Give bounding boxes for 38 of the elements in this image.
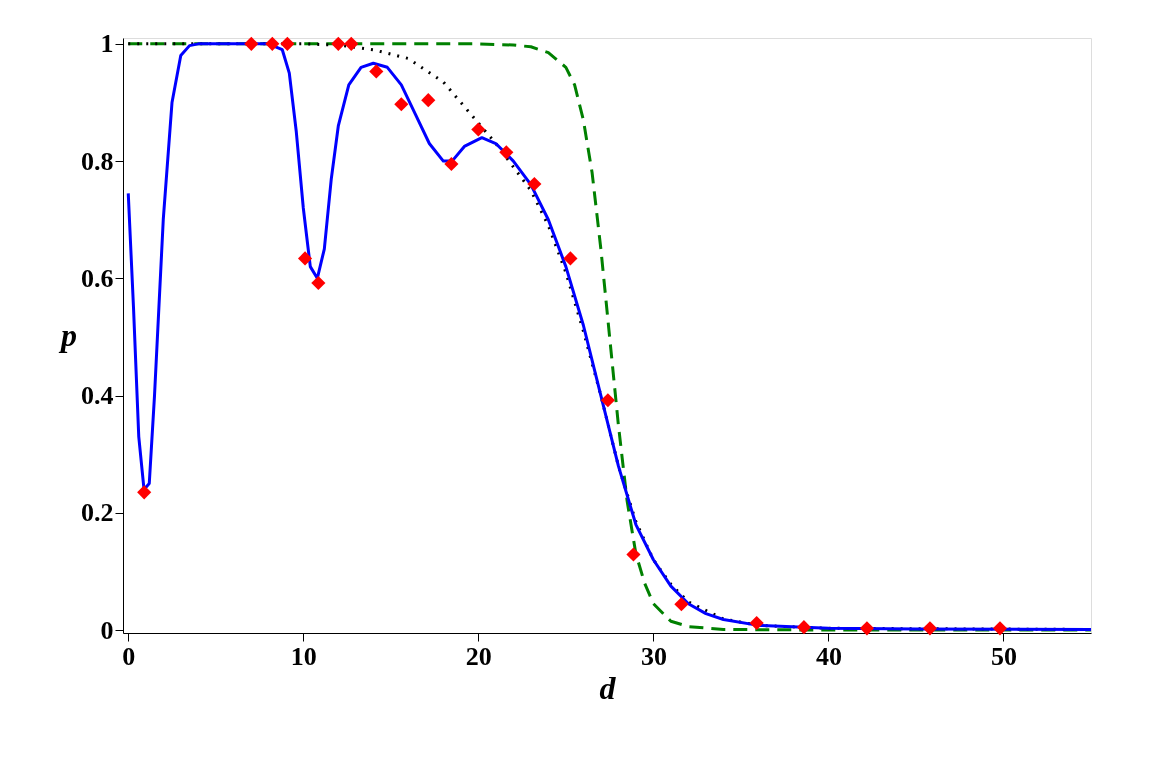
x-tick-label: 50: [990, 641, 1017, 671]
point: [749, 615, 764, 631]
point: [280, 36, 295, 51]
point: [394, 97, 409, 112]
point: [265, 36, 280, 51]
point: [137, 485, 152, 500]
point: [297, 251, 313, 266]
point: [674, 597, 689, 612]
point: [244, 36, 259, 51]
point: [471, 122, 486, 137]
point: [369, 64, 384, 79]
x-tick-label: 10: [290, 641, 317, 671]
point: [499, 145, 514, 160]
x-tick-label: 40: [815, 641, 842, 671]
point: [421, 93, 436, 108]
y-tick-label: 1: [100, 29, 114, 59]
point: [344, 36, 359, 51]
point: [859, 621, 875, 636]
x-tick-label: 0: [122, 641, 136, 671]
y-tick-label: 0.2: [81, 498, 114, 528]
point: [922, 621, 938, 636]
y-tick-label: 0.8: [81, 146, 114, 176]
x-axis-title: d: [599, 669, 617, 706]
y-axis-title: p: [58, 317, 77, 353]
y-tick-label: 0: [100, 615, 114, 645]
point: [626, 547, 641, 562]
point: [331, 36, 346, 51]
y-tick-label: 0.6: [81, 263, 114, 293]
x-tick-label: 20: [465, 641, 492, 671]
point: [992, 621, 1008, 636]
point: [563, 251, 578, 266]
point: [600, 393, 615, 408]
y-tick-label: 0.4: [81, 381, 114, 411]
point: [796, 620, 811, 635]
x-tick-label: 30: [640, 641, 667, 671]
point: [311, 275, 326, 291]
point: [444, 156, 459, 172]
point: [527, 176, 542, 192]
